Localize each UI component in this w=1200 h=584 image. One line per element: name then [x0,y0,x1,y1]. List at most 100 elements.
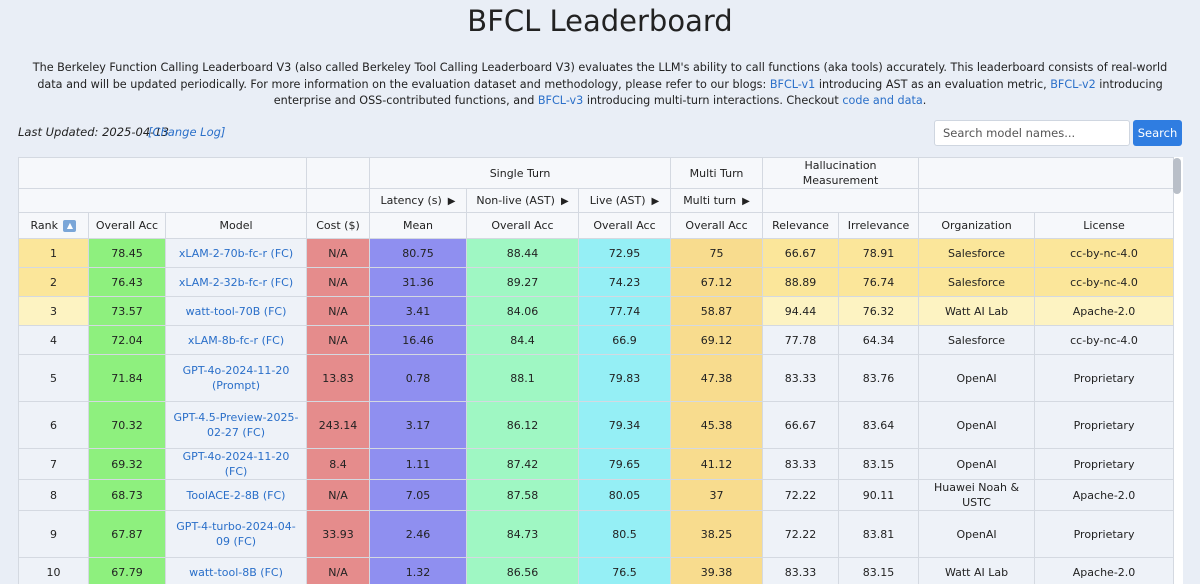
expand-triangle-icon[interactable]: ▶ [447,195,456,207]
table-row: 6 70.32 GPT-4.5-Preview-2025-02-27 (FC) 243… [18,401,1175,449]
header-empty [918,188,1175,213]
multi-turn-acc-cell: 69.12 [670,325,764,355]
irrelevance-cell: 83.15 [838,557,920,584]
irrelevance-cell: 83.76 [838,354,920,402]
header-multi-turn-label: Multi turn [683,193,737,207]
search-input[interactable] [934,120,1130,146]
cost-cell: 243.14 [306,401,370,449]
bfcl-v1-link[interactable]: BFCL-v1 [769,77,816,91]
model-link[interactable]: xLAM-2-70b-fc-r (FC) [178,246,294,260]
model-link[interactable]: ToolACE-2-8B (FC) [186,488,286,502]
col-latency-mean[interactable]: Mean [369,212,467,239]
license-cell: cc-by-nc-4.0 [1034,267,1175,297]
header-latency-label: Latency (s) [380,193,442,207]
header-multi-turn-sub[interactable]: Multi turn ▶ [670,188,764,213]
relevance-cell: 77.78 [762,325,840,355]
non-live-acc-cell: 89.27 [466,267,579,297]
table-row: 5 71.84 GPT-4o-2024-11-20 (Prompt) 13.83 0.7… [18,354,1175,402]
bfcl-v3-link[interactable]: BFCL-v3 [537,94,584,107]
col-rank[interactable]: Rank ▲ [18,212,89,239]
overall-acc-cell: 76.43 [88,267,166,297]
intro-part: introducing enterprise and OSS-contribut… [273,77,1163,108]
license-cell: Apache-2.0 [1034,296,1175,326]
model-link[interactable]: xLAM-2-32b-fc-r (FC) [178,275,294,289]
expand-triangle-icon[interactable]: ▶ [560,195,569,207]
code-and-data-link[interactable]: code and data [842,94,923,107]
model-link[interactable]: watt-tool-70B (FC) [185,304,287,318]
header-live[interactable]: Live (AST) ▶ [577,188,672,213]
live-acc-cell: 76.5 [577,557,672,584]
organization-cell: Salesforce [918,238,1036,268]
col-overall-acc[interactable]: Overall Acc [88,212,166,239]
table-scrollbar[interactable] [1173,158,1181,194]
organization-cell: OpenAI [918,510,1036,558]
header-empty [18,157,307,189]
col-irrelevance[interactable]: Irrelevance [838,212,920,239]
license-cell: Proprietary [1034,401,1175,449]
non-live-acc-cell: 86.12 [466,401,579,449]
expand-triangle-icon[interactable]: ▶ [742,195,750,207]
overall-acc-cell: 71.84 [88,354,166,402]
model-link[interactable]: GPT-4o-2024-11-20 (FC) [182,450,290,478]
model-cell: GPT-4o-2024-11-20 (Prompt) [165,354,307,402]
rank-cell: 3 [18,296,89,326]
multi-turn-acc-cell: 37 [670,479,764,511]
table-row: 7 69.32 GPT-4o-2024-11-20 (FC) 8.4 1.11 87.42… [18,448,1175,480]
model-link[interactable]: GPT-4-turbo-2024-04-09 (FC) [176,520,296,548]
multi-turn-acc-cell: 41.12 [670,448,764,480]
header-non-live[interactable]: Non-live (AST) ▶ [466,188,579,213]
live-acc-cell: 79.34 [577,401,672,449]
header-non-live-label: Non-live (AST) [476,193,555,207]
non-live-acc-cell: 87.42 [466,448,579,480]
model-link[interactable]: watt-tool-8B (FC) [189,565,283,579]
search-button[interactable]: Search [1133,120,1182,146]
col-organization[interactable]: Organization [918,212,1036,239]
cost-cell: 8.4 [306,448,370,480]
cost-cell: N/A [306,325,370,355]
multi-turn-acc-cell: 45.38 [670,401,764,449]
bfcl-v2-link[interactable]: BFCL-v2 [1050,77,1096,91]
last-updated: Last Updated: 2025-04-13 [18,125,169,139]
header-latency[interactable]: Latency (s) ▶ [369,188,467,213]
rank-cell: 6 [18,401,89,449]
table-row: 2 76.43 xLAM-2-32b-fc-r (FC) N/A 31.36 89.27 7… [18,267,1175,297]
header-empty [762,188,920,213]
rank-cell: 1 [18,238,89,268]
license-cell: Apache-2.0 [1034,557,1175,584]
irrelevance-cell: 64.34 [838,325,920,355]
latency-mean-cell: 0.78 [369,354,467,402]
col-model[interactable]: Model [165,212,307,239]
relevance-cell: 83.33 [762,448,840,480]
non-live-acc-cell: 87.58 [466,479,579,511]
license-cell: Apache-2.0 [1034,479,1175,511]
model-link[interactable]: GPT-4.5-Preview-2025-02-27 (FC) [173,411,299,439]
header-live-label: Live (AST) [589,193,646,207]
leaderboard-body: 1 78.45 xLAM-2-70b-fc-r (FC) N/A 80.75 88.44 7… [18,238,1175,584]
sort-asc-icon[interactable]: ▲ [63,220,77,232]
non-live-acc-cell: 86.56 [466,557,579,584]
intro-part: introducing multi-turn interactions. Che… [583,94,843,107]
irrelevance-cell: 78.91 [838,238,920,268]
irrelevance-cell: 83.81 [838,510,920,558]
expand-triangle-icon[interactable]: ▶ [651,195,660,207]
change-log-link[interactable]: [Change Log] [148,125,226,139]
header-empty [918,157,1175,189]
table-row: 9 67.87 GPT-4-turbo-2024-04-09 (FC) 33.93 2.… [18,510,1175,558]
license-cell: cc-by-nc-4.0 [1034,325,1175,355]
leaderboard-table: Single Turn Multi Turn Hallucination Mea… [18,157,1175,584]
col-license[interactable]: License [1034,212,1175,239]
relevance-cell: 94.44 [762,296,840,326]
col-non-live-acc[interactable]: Overall Acc [466,212,579,239]
latency-mean-cell: 31.36 [369,267,467,297]
col-relevance[interactable]: Relevance [762,212,840,239]
header-empty [306,157,370,189]
organization-cell: Huawei Noah & USTC [918,479,1036,511]
latency-mean-cell: 2.46 [369,510,467,558]
col-cost[interactable]: Cost ($) [306,212,370,239]
table-row: 10 67.79 watt-tool-8B (FC) N/A 1.32 86.56 76.5… [18,557,1175,584]
model-link[interactable]: GPT-4o-2024-11-20 (Prompt) [182,364,290,392]
col-live-acc[interactable]: Overall Acc [577,212,672,239]
model-cell: GPT-4-turbo-2024-04-09 (FC) [165,510,307,558]
col-multi-turn-acc[interactable]: Overall Acc [670,212,764,239]
model-link[interactable]: xLAM-8b-fc-r (FC) [187,333,285,347]
